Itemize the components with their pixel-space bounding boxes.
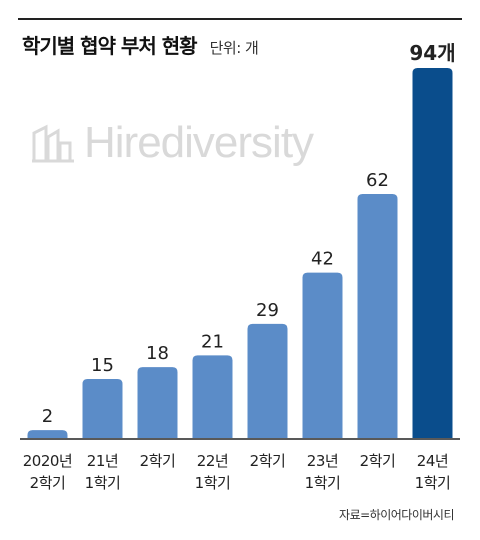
x-tick-label: 21년 [87, 452, 118, 470]
source-note: 자료=하이어다이버시티 [339, 508, 454, 522]
x-tick-label: 1학기 [85, 474, 121, 492]
x-tick-label: 2학기 [250, 452, 286, 470]
bar [82, 378, 123, 438]
x-tick-label: 2학기 [140, 452, 176, 470]
bar-value-label: 62 [366, 170, 389, 191]
x-tick-label: 1학기 [415, 474, 451, 492]
watermark-text: Hirediversity [84, 118, 314, 167]
bar-value-label: 42 [311, 249, 334, 270]
bar [192, 355, 233, 438]
bar-value-label: 15 [91, 355, 114, 376]
bar-value-label: 21 [201, 331, 224, 352]
x-tick-label: 22년 [197, 452, 228, 470]
building-logo-icon [32, 124, 74, 163]
x-tick-label: 24년 [417, 452, 448, 470]
bar-value-label: 2 [42, 406, 53, 427]
x-tick-label: 2020년 [23, 452, 72, 470]
top-rule [18, 18, 462, 20]
unit-label: 단위: 개 [209, 39, 259, 57]
bar-value-label: 18 [146, 343, 169, 364]
bar-value-label: 29 [256, 300, 279, 321]
bar [302, 272, 343, 438]
watermark: Hirediversity [30, 118, 314, 168]
chart-title: 학기별 협약 부처 현황 [22, 34, 197, 58]
x-tick-label: 1학기 [195, 474, 231, 492]
bar [412, 68, 453, 438]
x-tick-label: 23년 [307, 452, 338, 470]
x-tick-label: 1학기 [305, 474, 341, 492]
bar [247, 323, 288, 438]
x-tick-label: 2학기 [360, 452, 396, 470]
chart-header: 학기별 협약 부처 현황 단위: 개 [22, 30, 259, 59]
bar [137, 367, 178, 438]
bar [27, 430, 68, 438]
x-tick-label: 2학기 [30, 474, 66, 492]
bar-value-label: 94개 [409, 41, 455, 65]
bar [357, 193, 398, 438]
